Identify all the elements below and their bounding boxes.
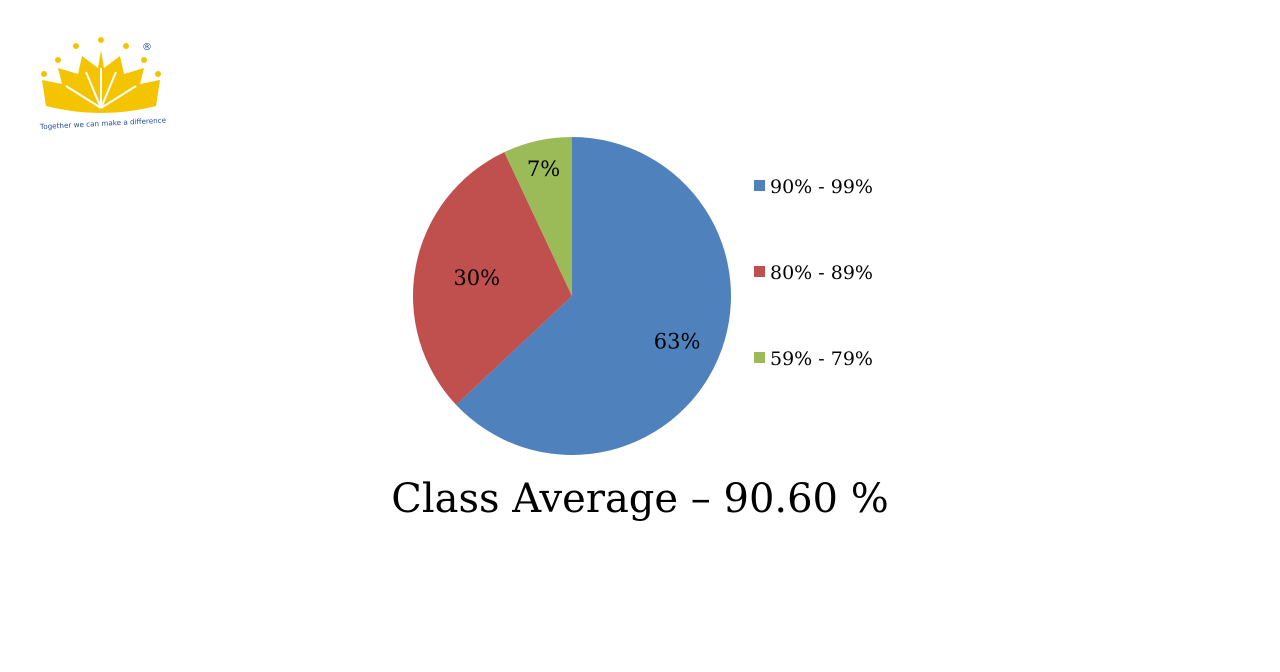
pie-slice xyxy=(504,137,572,296)
pie-data-labels: 63% 30% 7% xyxy=(453,157,700,354)
pie-slices xyxy=(412,137,731,455)
legend-label: 80% - 89% xyxy=(770,262,873,284)
legend-swatch xyxy=(754,180,765,191)
sun-crown-icon xyxy=(41,37,161,113)
pie-slice xyxy=(412,152,572,405)
pie-slice xyxy=(456,137,731,455)
legend-swatch xyxy=(754,266,765,277)
class-average-caption: Class Average – 90.60 % xyxy=(391,476,889,522)
logo: ® Together we can make a difference xyxy=(39,37,166,131)
chart-legend: 90% - 99% 80% - 89% 59% - 79% xyxy=(754,176,873,370)
legend-label: 90% - 99% xyxy=(770,176,873,198)
pie-data-label: 30% xyxy=(453,266,500,290)
pie-data-label: 7% xyxy=(527,157,560,181)
legend-label: 59% - 79% xyxy=(770,348,873,370)
legend-swatch xyxy=(754,352,765,363)
registered-mark: ® xyxy=(142,42,152,53)
pie-data-label: 63% xyxy=(654,329,701,353)
